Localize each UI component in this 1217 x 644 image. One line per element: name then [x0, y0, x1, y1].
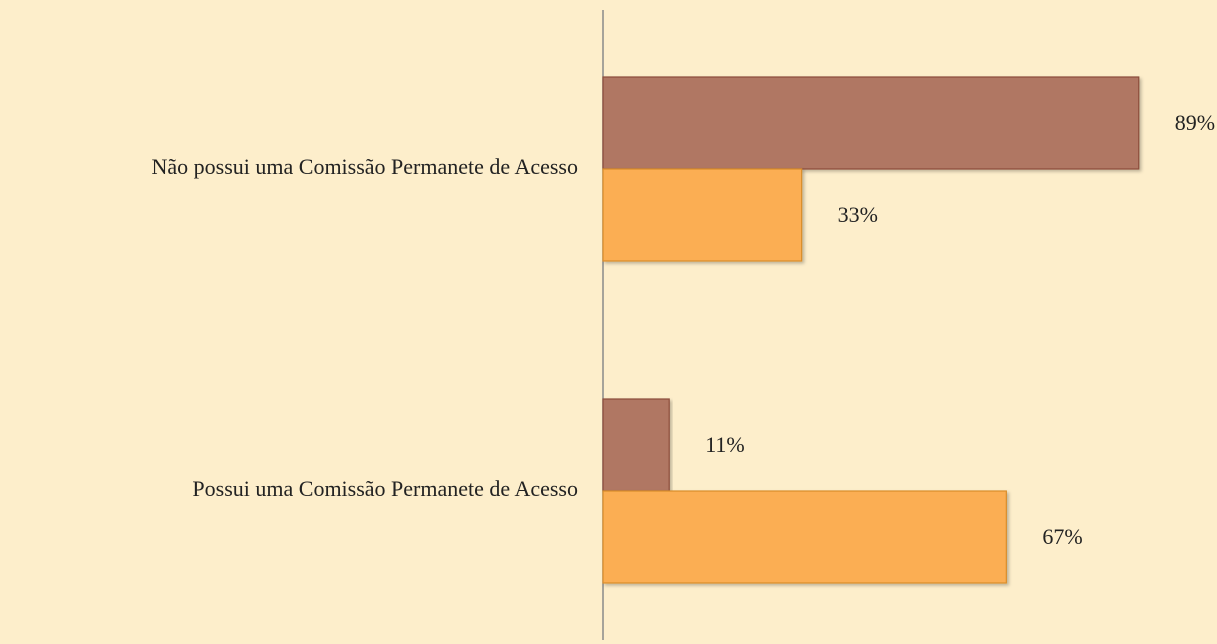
bar [602, 490, 1007, 584]
category-label: Não possui uma Comissão Permanete de Ace… [152, 154, 579, 179]
value-label: 89% [1175, 110, 1215, 135]
value-label: 67% [1042, 524, 1082, 549]
value-label: 11% [705, 432, 745, 457]
value-label: 33% [838, 202, 878, 227]
category-label: Possui uma Comissão Permanete de Acesso [192, 476, 578, 501]
bar [602, 398, 670, 492]
bar [602, 168, 803, 262]
bar [602, 76, 1140, 170]
